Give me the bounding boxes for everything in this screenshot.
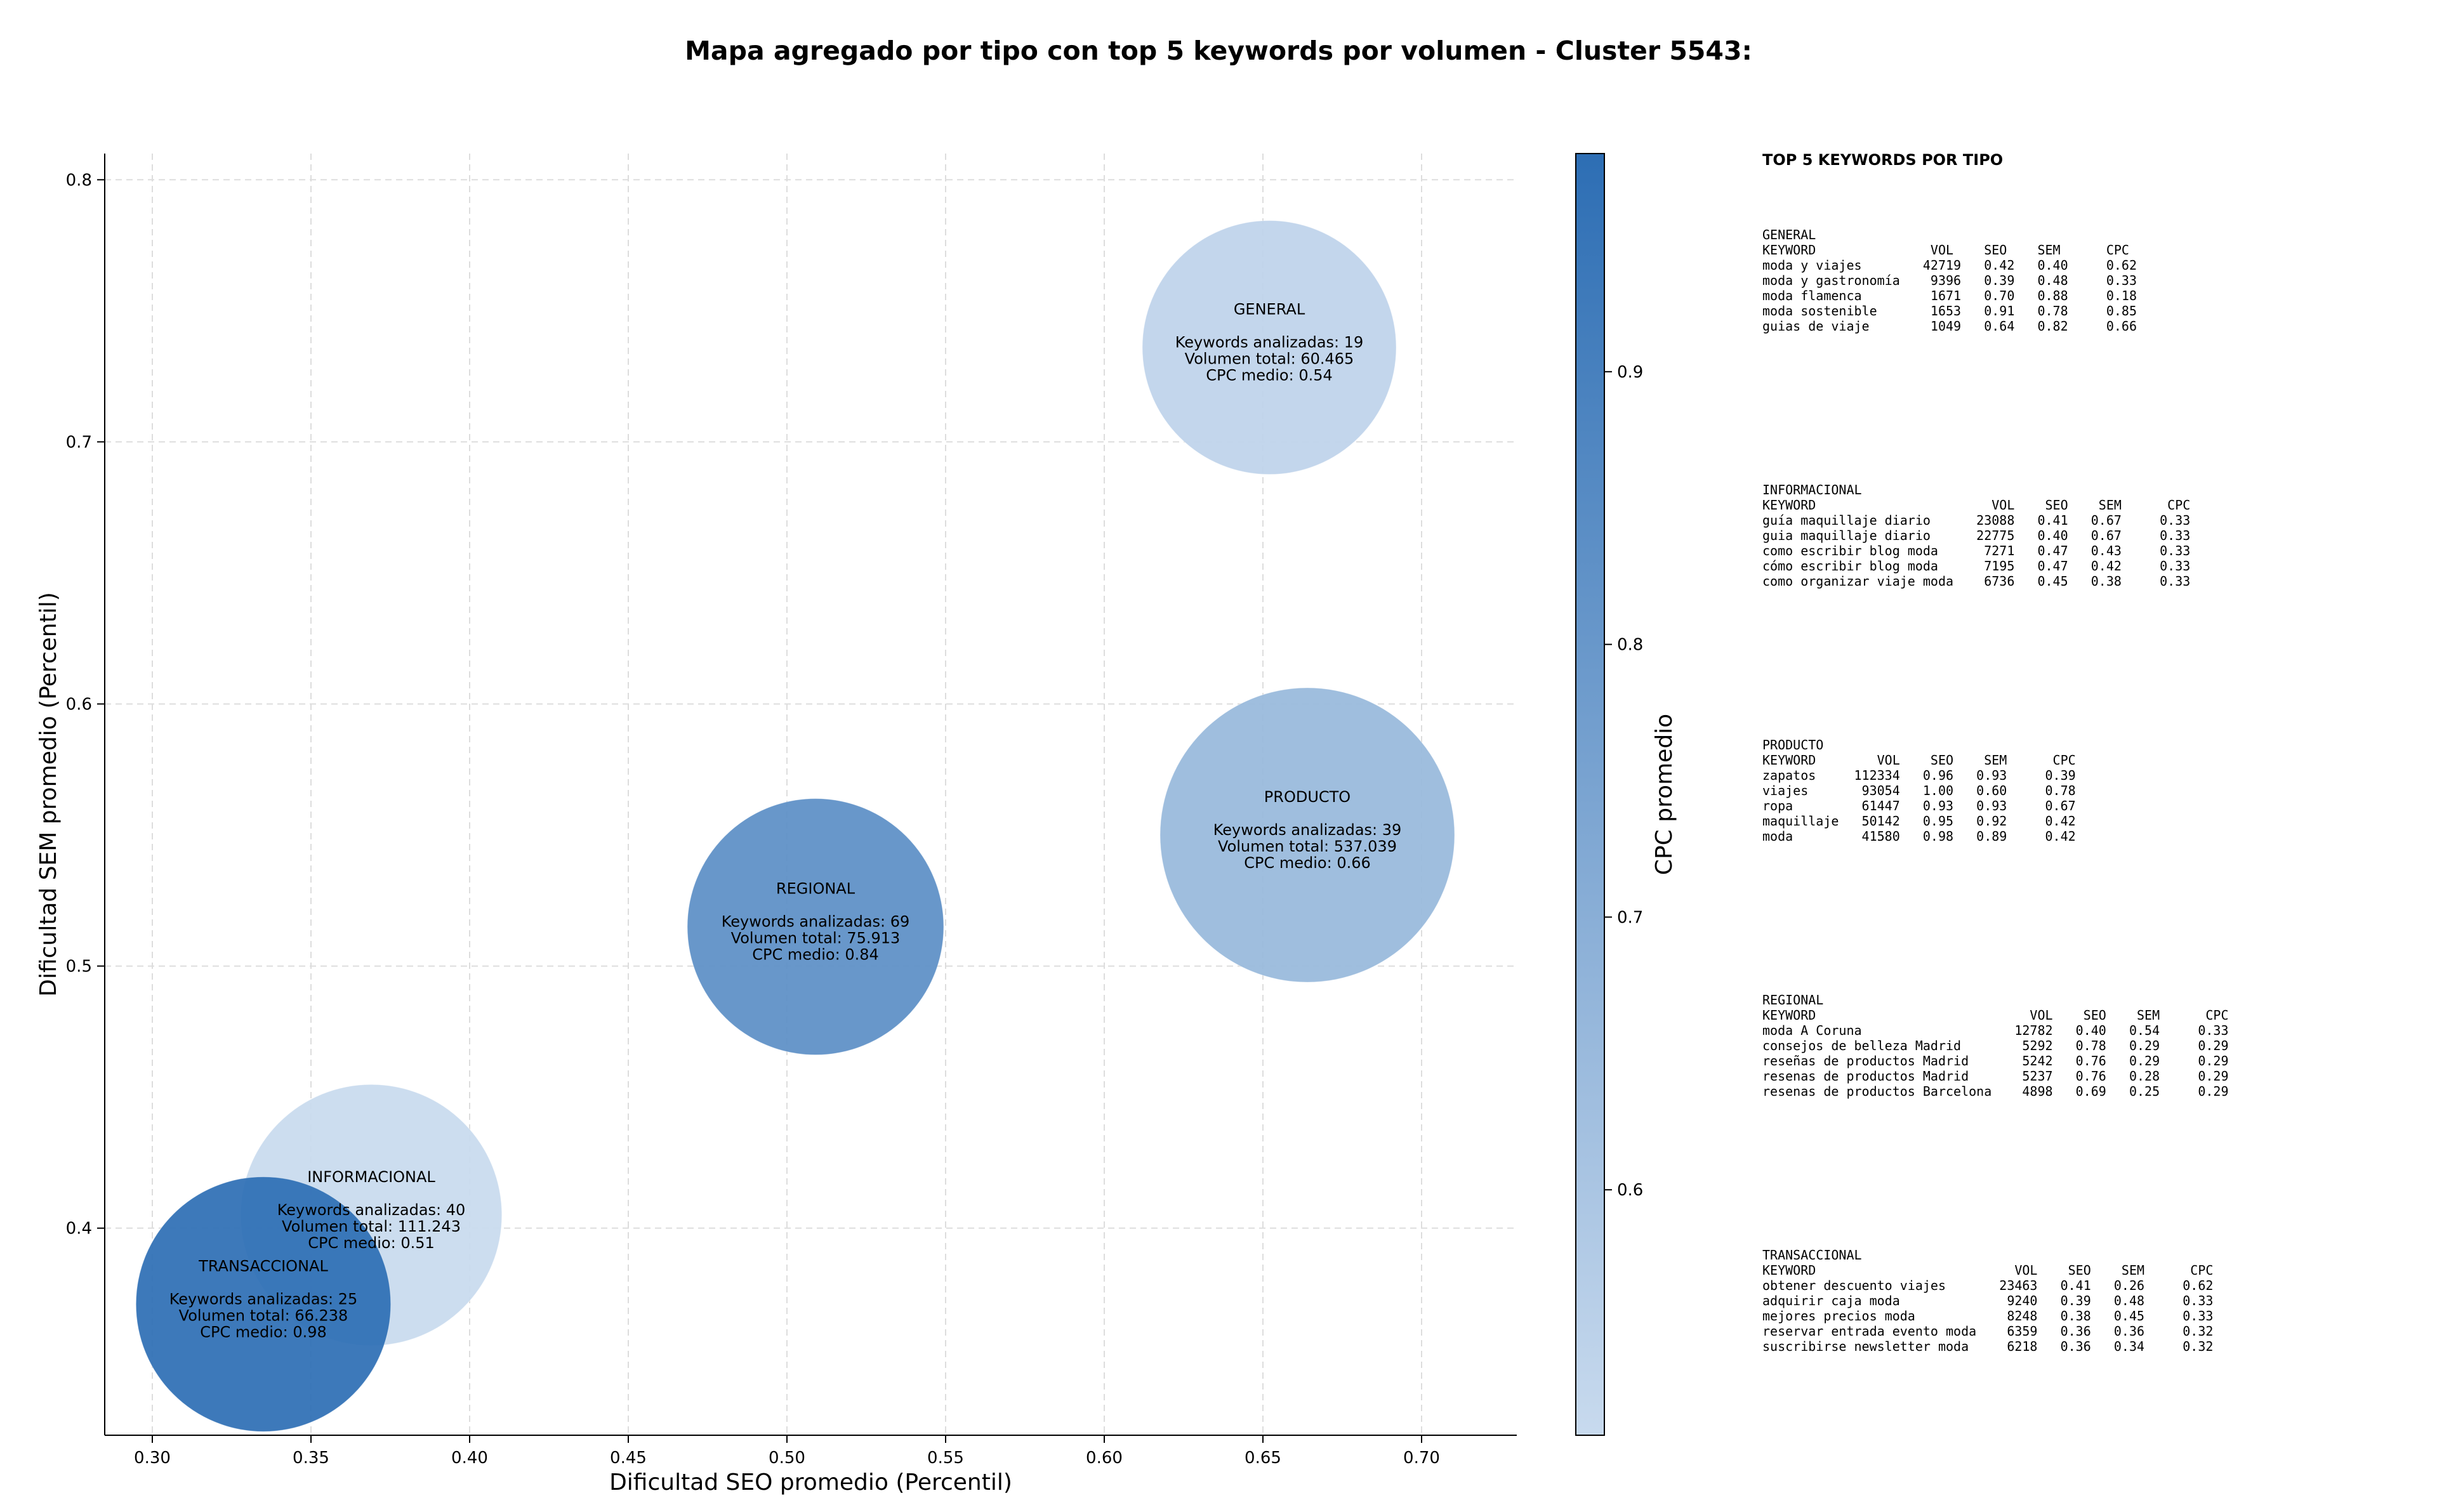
colorbar: 0.6 0.7 0.8 0.9 CPC promedio xyxy=(1575,153,1677,1436)
keyword-group-general: GENERAL KEYWORD VOL SEO SEM CPC moda y v… xyxy=(1762,227,2229,334)
bubble-transaccional xyxy=(135,1176,392,1432)
bubble-producto xyxy=(1159,687,1455,983)
bubble-label-line: GENERAL xyxy=(1234,301,1305,319)
table-heading: TOP 5 KEYWORDS POR TIPO xyxy=(1762,151,2004,169)
x-tick-label: 0.35 xyxy=(293,1449,329,1468)
bubbles xyxy=(135,220,1455,1432)
bubble-label-line: INFORMACIONAL xyxy=(307,1168,435,1186)
y-tick-label: 0.8 xyxy=(66,171,92,190)
x-tick-label: 0.55 xyxy=(927,1449,964,1468)
bubble-label-line: PRODUCTO xyxy=(1264,788,1351,806)
x-tick-label: 0.40 xyxy=(451,1449,488,1468)
keyword-table: TRANSACCIONAL KEYWORD VOL SEO SEM CPC ob… xyxy=(1762,1247,2214,1354)
x-tick-label: 0.65 xyxy=(1245,1449,1281,1468)
bubble-label-line: CPC medio: 0.98 xyxy=(200,1323,327,1341)
x-tick-label: 0.45 xyxy=(610,1449,647,1468)
bubble-label-line: CPC medio: 0.54 xyxy=(1206,367,1333,385)
bubble-label-line: Volumen total: 60.465 xyxy=(1185,350,1354,368)
keyword-group-producto: PRODUCTO KEYWORD VOL SEO SEM CPC zapatos… xyxy=(1762,737,2229,844)
colorbar-label: CPC promedio xyxy=(1651,714,1677,875)
bubble-label-line: Volumen total: 537.039 xyxy=(1218,838,1397,855)
y-tick-label: 0.5 xyxy=(66,957,92,976)
x-tick-label: 0.70 xyxy=(1403,1449,1440,1468)
bubble-label-line: CPC medio: 0.51 xyxy=(308,1234,435,1252)
bubble-label-line: Volumen total: 75.913 xyxy=(731,930,901,947)
bubble-label-line: Keywords analizadas: 25 xyxy=(169,1290,358,1308)
chart-title: Mapa agregado por tipo con top 5 keyword… xyxy=(685,36,1752,66)
bubble-general xyxy=(1142,220,1397,475)
keyword-groups: GENERAL KEYWORD VOL SEO SEM CPC moda y v… xyxy=(1762,227,2229,1354)
colorbar-tick-label: 0.7 xyxy=(1617,908,1643,927)
bubble-label-line: TRANSACCIONAL xyxy=(198,1257,328,1275)
x-tick-label: 0.50 xyxy=(769,1449,805,1468)
axes: 0.30 0.35 0.40 0.45 0.50 0.55 0.60 0.65 0.70 0.4 0… xyxy=(36,154,1517,1496)
bubble-regional xyxy=(687,798,944,1056)
bubble-label-line: REGIONAL xyxy=(776,880,855,898)
bubble-label-line: Keywords analizadas: 39 xyxy=(1213,821,1402,839)
keyword-group-informacional: INFORMACIONAL KEYWORD VOL SEO SEM CPC gu… xyxy=(1762,482,2229,589)
colorbar-tick-label: 0.6 xyxy=(1617,1181,1643,1200)
x-axis-label: Dificultad SEO promedio (Percentil) xyxy=(609,1469,1012,1496)
keyword-table-panel: TOP 5 KEYWORDS POR TIPO GENERAL KEYWORD … xyxy=(1762,151,2229,1354)
colorbar-tick-label: 0.9 xyxy=(1617,363,1643,382)
colorbar-tick-label: 0.8 xyxy=(1617,636,1643,655)
bubble-label-line: Volumen total: 66.238 xyxy=(179,1306,348,1324)
y-axis-label: Dificultad SEM promedio (Percentil) xyxy=(36,592,62,997)
bubble-label-line: CPC medio: 0.84 xyxy=(752,946,879,964)
keyword-table: PRODUCTO KEYWORD VOL SEO SEM CPC zapatos… xyxy=(1762,737,2076,844)
bubble-label-line: CPC medio: 0.66 xyxy=(1244,854,1371,872)
bubble-label-line: Keywords analizadas: 40 xyxy=(277,1201,466,1219)
bubble-label-line: Keywords analizadas: 19 xyxy=(1175,334,1364,352)
bubble-label-line: Keywords analizadas: 69 xyxy=(722,913,910,931)
y-tick-label: 0.7 xyxy=(66,433,92,452)
bubble-label-line: Volumen total: 111.243 xyxy=(282,1218,461,1235)
y-tick-label: 0.6 xyxy=(66,695,92,714)
keyword-group-regional: REGIONAL KEYWORD VOL SEO SEM CPC moda A … xyxy=(1762,992,2229,1099)
x-tick-label: 0.60 xyxy=(1086,1449,1123,1468)
keyword-group-transaccional: TRANSACCIONAL KEYWORD VOL SEO SEM CPC ob… xyxy=(1762,1247,2229,1354)
keyword-table: INFORMACIONAL KEYWORD VOL SEO SEM CPC gu… xyxy=(1762,482,2191,589)
colorbar-gradient xyxy=(1575,153,1605,1436)
keyword-table: GENERAL KEYWORD VOL SEO SEM CPC moda y v… xyxy=(1762,227,2137,334)
x-tick-label: 0.30 xyxy=(134,1449,171,1468)
keyword-table: REGIONAL KEYWORD VOL SEO SEM CPC moda A … xyxy=(1762,992,2229,1099)
y-tick-label: 0.4 xyxy=(66,1219,92,1239)
